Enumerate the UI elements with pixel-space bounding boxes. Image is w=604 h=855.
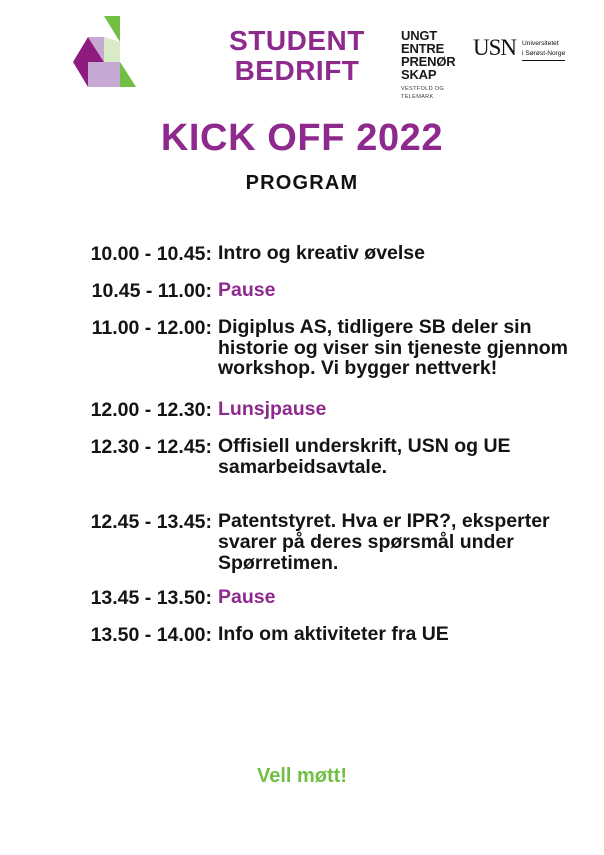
spacer	[0, 422, 604, 436]
schedule-row-time: 11.00 - 12.00:	[91, 317, 212, 339]
schedule-row: 12.00 - 12.30: Lunsjpause	[0, 399, 604, 422]
spacer	[0, 573, 604, 587]
schedule-row-description: Info om aktiviteter fra UE	[218, 623, 449, 646]
spacer	[0, 610, 604, 624]
schedule-row-time: 13.45 - 13.50:	[90, 587, 212, 610]
schedule-row-time: 12.45 - 13.45:	[90, 511, 212, 534]
brand-wordmark: STUDENT BEDRIFT	[212, 26, 382, 85]
schedule-row-description: Digiplus AS, tidligere SB deler sin hist…	[218, 316, 569, 380]
schedule-row-description: Offisiell underskrift, USN og UE samarbe…	[218, 434, 511, 478]
program-subtitle: PROGRAM	[245, 172, 359, 194]
ue-logo-line2: ENTRE	[401, 41, 445, 56]
closing-message: Vell møtt!	[256, 765, 347, 787]
spacer	[0, 303, 604, 317]
schedule-row: 10.45 - 11.00: Pause	[0, 280, 604, 303]
schedule-row-time: 10.00 - 10.45:	[90, 243, 212, 265]
brand-wordmark-line1: STUDENT	[229, 25, 365, 56]
schedule-row: 13.45 - 13.50: Pause	[0, 587, 604, 610]
ue-logo-main: UNGT ENTRE PRENØR SKAP	[401, 29, 461, 81]
usn-logo-line1: Universitetet	[522, 40, 559, 47]
usn-logo: USN Universitetet i Sørøst-Norge	[473, 35, 566, 62]
spacer	[0, 379, 604, 399]
student-bedrift-logo-icon	[60, 16, 146, 100]
ue-logo-sub2: TELEMARK	[401, 93, 434, 100]
schedule-row-time: 10.45 - 11.00:	[91, 280, 212, 302]
schedule-row-description: Patentstyret. Hva er IPR?, eksperter sva…	[218, 510, 550, 574]
usn-logo-text: Universitetet i Sørøst-Norge	[522, 36, 566, 62]
ue-logo-sub1: VESTFOLD OG	[401, 86, 445, 92]
ue-logo-line3: PRENØR	[401, 54, 456, 69]
schedule-row-time: 12.00 - 12.30:	[90, 398, 212, 421]
schedule-row-time: 13.50 - 14.00:	[90, 624, 212, 647]
schedule-row: 10.00 - 10.45: Intro og kreativ øvelse	[0, 243, 604, 266]
program-schedule: 10.00 - 10.45: Intro og kreativ øvelse 1…	[0, 243, 604, 647]
schedule-row-description: Intro og kreativ øvelse	[218, 242, 425, 264]
ue-logo-line4: SKAP	[401, 67, 437, 82]
schedule-row: 13.50 - 14.00: Info om aktiviteter fra U…	[0, 624, 604, 647]
schedule-row-description: Pause	[218, 586, 276, 609]
brand-wordmark-line2: BEDRIFT	[234, 54, 360, 86]
usn-logo-line2: i Sørøst-Norge	[522, 49, 566, 57]
schedule-row: 12.30 - 12.45: Offisiell underskrift, US…	[0, 436, 604, 477]
schedule-row-description: Pause	[218, 279, 276, 301]
schedule-row-description: Lunsjpause	[218, 397, 327, 420]
ungt-entreprenorskap-logo: UNGT ENTRE PRENØR SKAP VESTFOLD OG TELEM…	[401, 29, 461, 101]
page-title: KICK OFF 2022	[160, 117, 444, 159]
schedule-row: 12.45 - 13.45: Patentstyret. Hva er IPR?…	[0, 511, 604, 573]
ue-logo-region: VESTFOLD OG TELEMARK	[401, 86, 461, 101]
usn-logo-mark: USN	[473, 35, 517, 60]
schedule-row: 11.00 - 12.00: Digiplus AS, tidligere SB…	[0, 317, 604, 379]
header-logo-bar: STUDENT BEDRIFT UNGT ENTRE PRENØR SKAP V…	[0, 0, 604, 112]
schedule-row-time: 12.30 - 12.45:	[90, 435, 212, 458]
spacer	[0, 497, 604, 511]
spacer	[0, 477, 604, 497]
spacer	[0, 266, 604, 280]
ue-logo-line1: UNGT	[401, 28, 438, 43]
